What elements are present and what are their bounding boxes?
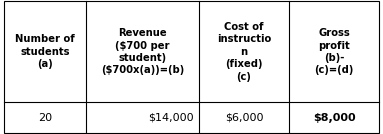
Text: $14,000: $14,000 <box>147 113 193 123</box>
Text: Cost of
instructio
n
(fixed)
(c): Cost of instructio n (fixed) (c) <box>217 22 271 82</box>
Text: 20: 20 <box>38 113 52 123</box>
Text: $8,000: $8,000 <box>313 113 355 123</box>
Text: Revenue
($700 per
student)
($700x(a))=(b): Revenue ($700 per student) ($700x(a))=(b… <box>101 28 184 75</box>
Text: Gross
profit
(b)-
(c)=(d): Gross profit (b)- (c)=(d) <box>314 28 354 75</box>
Text: Number of
students
(a): Number of students (a) <box>15 34 75 69</box>
Text: $6,000: $6,000 <box>225 113 263 123</box>
